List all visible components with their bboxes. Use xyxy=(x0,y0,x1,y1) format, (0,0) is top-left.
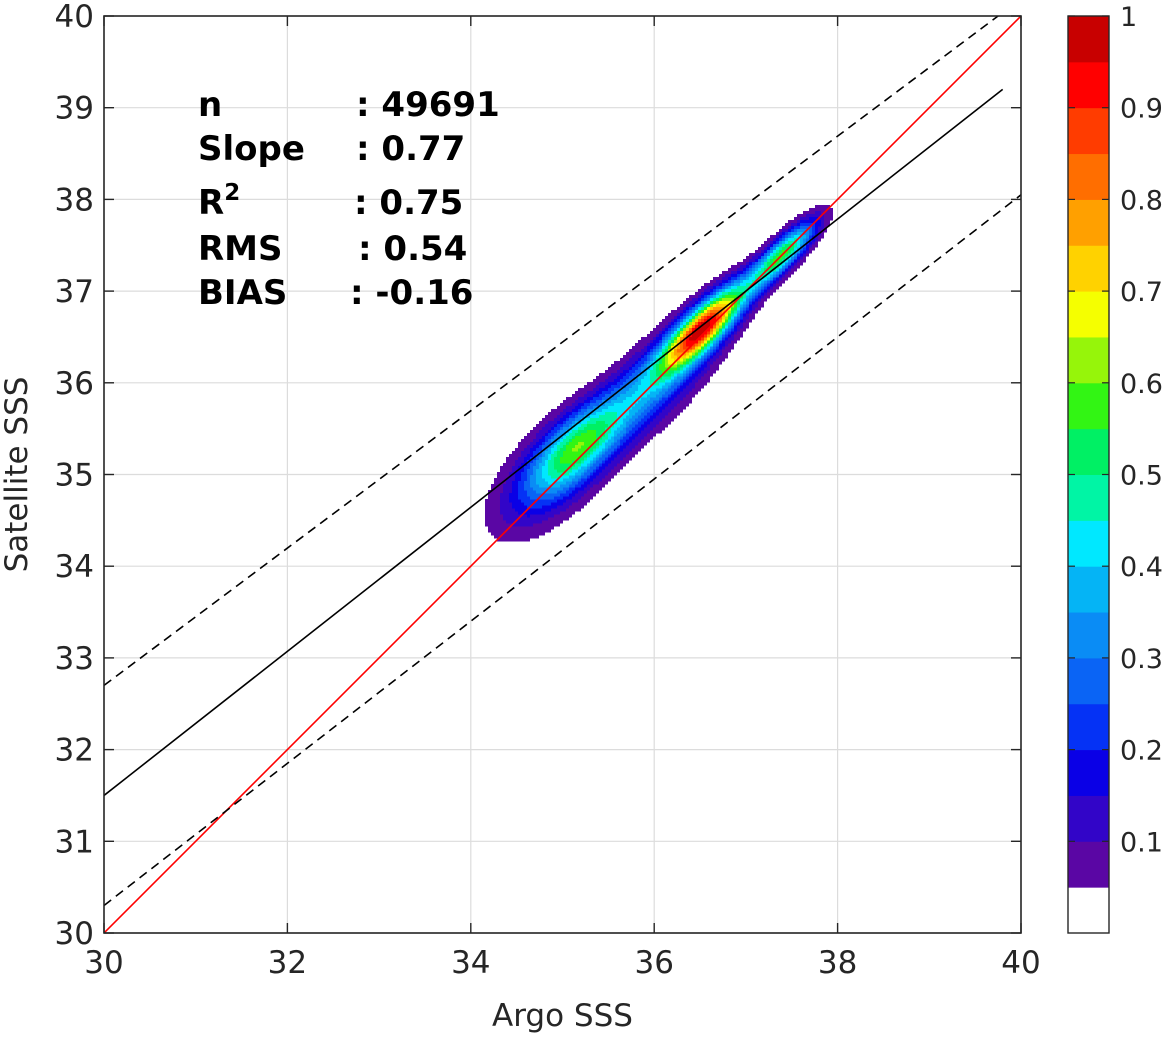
colorbar-segment xyxy=(1068,16,1109,63)
reference-line xyxy=(104,16,999,687)
y-tick-label: 37 xyxy=(55,274,94,310)
colorbar-segment xyxy=(1068,107,1109,155)
stat-name: R2 xyxy=(198,180,240,223)
colorbar-segment xyxy=(1068,199,1109,246)
stat-superscript: 2 xyxy=(224,180,240,206)
colorbar-tick-label: 1 xyxy=(1120,2,1137,33)
colorbar-segment xyxy=(1068,245,1109,292)
stat-name: Slope xyxy=(198,129,305,169)
x-tick-label: 32 xyxy=(268,945,307,981)
x-tick-label: 30 xyxy=(84,945,123,981)
colorbar-tick-label: 0.1 xyxy=(1120,827,1163,858)
axes: 30 32 34 36 38 40 30 31 32 33 34 35 36 37 38 39 40 Argo S… xyxy=(0,0,1041,1034)
colorbar-segment xyxy=(1068,61,1109,109)
stat-value: : -0.16 xyxy=(350,273,473,313)
colorbar-segment xyxy=(1068,382,1109,430)
colorbar-tick-label: 0.4 xyxy=(1120,552,1163,583)
colorbar-segment xyxy=(1068,153,1109,200)
reference-line xyxy=(104,16,1021,933)
y-tick-label: 36 xyxy=(55,366,94,402)
stat-name: BIAS xyxy=(198,273,287,313)
colorbar: 0.1 0.2 0.3 0.4 0.5 0.6 0.7 0.8 0.9 1 xyxy=(1067,2,1163,934)
y-tick-label: 38 xyxy=(55,182,94,218)
colorbar-segment xyxy=(1068,887,1109,933)
colorbar-segment xyxy=(1068,749,1109,796)
colorbar-segment xyxy=(1068,336,1109,384)
colorbar-tick-label: 0.8 xyxy=(1120,185,1163,216)
x-tick-label: 38 xyxy=(818,945,857,981)
y-tick-label: 31 xyxy=(55,824,94,860)
stat-value: : 0.77 xyxy=(356,129,465,169)
colorbar-tick-label: 0.7 xyxy=(1120,277,1163,308)
y-tick-label: 33 xyxy=(55,641,94,677)
density-band xyxy=(671,304,728,362)
colorbar-segment xyxy=(1068,795,1109,842)
reference-lines xyxy=(104,16,1021,933)
colorbar-segment xyxy=(1068,566,1109,613)
colorbar-tick-label: 0.5 xyxy=(1120,461,1163,492)
colorbar-segment xyxy=(1068,841,1109,888)
colorbar-segment xyxy=(1068,428,1109,475)
density-band xyxy=(683,313,719,350)
colorbar-segment xyxy=(1068,612,1109,659)
colorbar-segment xyxy=(1068,657,1109,705)
stat-value: : 49691 xyxy=(356,85,500,125)
stat-name: RMS xyxy=(198,229,283,269)
colorbar-tick-label: 0.2 xyxy=(1120,736,1163,767)
colorbar-tick-label: 0.3 xyxy=(1120,644,1163,675)
y-tick-label: 39 xyxy=(55,91,94,127)
density-band xyxy=(674,307,725,359)
stats-box: n : 49691 Slope : 0.77 R2 : 0.75 RMS : 0.54 BIAS… xyxy=(198,85,500,313)
reference-line xyxy=(104,88,1004,797)
colorbar-segment xyxy=(1068,474,1109,521)
x-tick-label: 40 xyxy=(1001,945,1040,981)
y-tick-label: 30 xyxy=(55,916,94,952)
x-tick-label: 34 xyxy=(451,945,490,981)
colorbar-segment xyxy=(1068,703,1109,751)
stat-value: : 0.75 xyxy=(354,183,463,223)
y-tick-label: 35 xyxy=(55,458,94,494)
stat-name: n xyxy=(198,85,222,125)
y-tick-label: 32 xyxy=(55,733,94,769)
x-tick-label: 36 xyxy=(634,945,673,981)
density-band xyxy=(548,238,797,479)
x-axis-title: Argo SSS xyxy=(492,998,633,1034)
colorbar-tick-label: 0.6 xyxy=(1120,369,1163,400)
stat-value: : 0.54 xyxy=(358,229,467,269)
colorbar-segment xyxy=(1068,291,1109,338)
y-tick-label: 40 xyxy=(55,0,94,35)
colorbar-segment xyxy=(1068,520,1109,567)
reference-line xyxy=(104,194,1021,907)
y-axis-title: Satellite SSS xyxy=(0,377,35,573)
colorbar-tick-label: 0.9 xyxy=(1120,94,1163,125)
density-band xyxy=(677,310,722,353)
y-tick-label: 34 xyxy=(55,549,94,585)
